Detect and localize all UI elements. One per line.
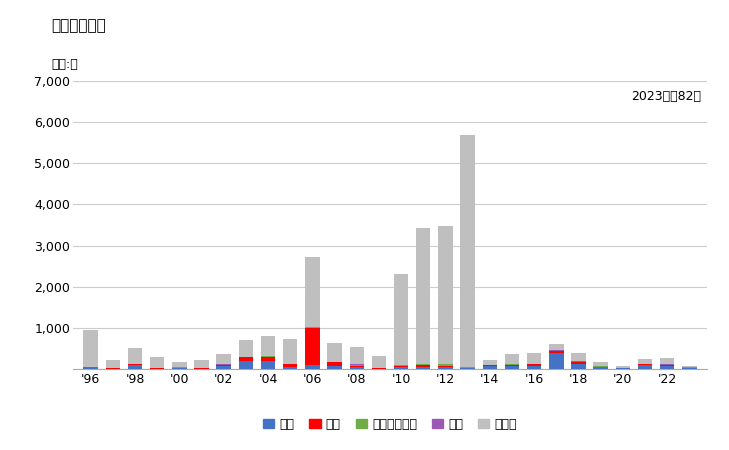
Bar [416,367,431,369]
Bar [483,366,497,369]
Bar [461,135,475,367]
Bar [660,358,674,365]
Bar [283,364,297,367]
Bar [83,367,98,369]
Bar [527,353,542,364]
Bar [616,366,630,368]
Bar [638,365,652,369]
Bar [217,366,231,369]
Bar [394,366,408,367]
Text: 単位:台: 単位:台 [51,58,78,72]
Bar [527,366,542,369]
Bar [438,367,453,369]
Bar [416,365,431,367]
Bar [238,357,253,361]
Bar [416,364,431,365]
Bar [638,364,652,365]
Bar [660,366,674,369]
Bar [527,364,542,366]
Bar [150,357,164,368]
Bar [682,368,697,369]
Bar [349,366,364,367]
Bar [238,340,253,357]
Bar [217,354,231,365]
Bar [238,361,253,369]
Bar [305,328,319,365]
Legend: 米国, 中国, インドネシア, 韓国, その他: 米国, 中国, インドネシア, 韓国, その他 [258,413,522,436]
Bar [172,368,187,369]
Text: 輸出量の推移: 輸出量の推移 [51,18,106,33]
Bar [438,366,453,367]
Bar [261,357,276,361]
Bar [593,362,608,366]
Bar [682,366,697,367]
Bar [461,368,475,369]
Bar [572,362,585,364]
Bar [172,362,187,367]
Bar [372,356,386,368]
Bar [572,353,585,361]
Bar [572,364,585,369]
Bar [593,367,608,369]
Bar [438,364,453,366]
Bar [504,366,519,369]
Bar [349,367,364,369]
Bar [128,365,142,369]
Bar [349,347,364,365]
Bar [261,336,276,356]
Bar [349,365,364,366]
Text: 2023年：82台: 2023年：82台 [631,90,701,103]
Bar [416,228,431,364]
Bar [638,359,652,364]
Bar [660,365,674,366]
Bar [616,368,630,369]
Bar [504,365,519,366]
Bar [549,344,564,351]
Bar [327,343,342,362]
Bar [394,274,408,365]
Bar [504,354,519,364]
Bar [549,353,564,369]
Bar [305,257,319,327]
Bar [106,360,120,368]
Bar [195,360,208,368]
Bar [283,367,297,369]
Bar [305,365,319,369]
Bar [483,360,497,365]
Bar [283,339,297,364]
Bar [217,365,231,366]
Bar [327,366,342,369]
Bar [128,348,142,364]
Bar [394,365,408,366]
Bar [327,362,342,366]
Bar [549,351,564,353]
Bar [83,329,98,367]
Bar [261,361,276,369]
Bar [394,367,408,369]
Bar [438,226,453,364]
